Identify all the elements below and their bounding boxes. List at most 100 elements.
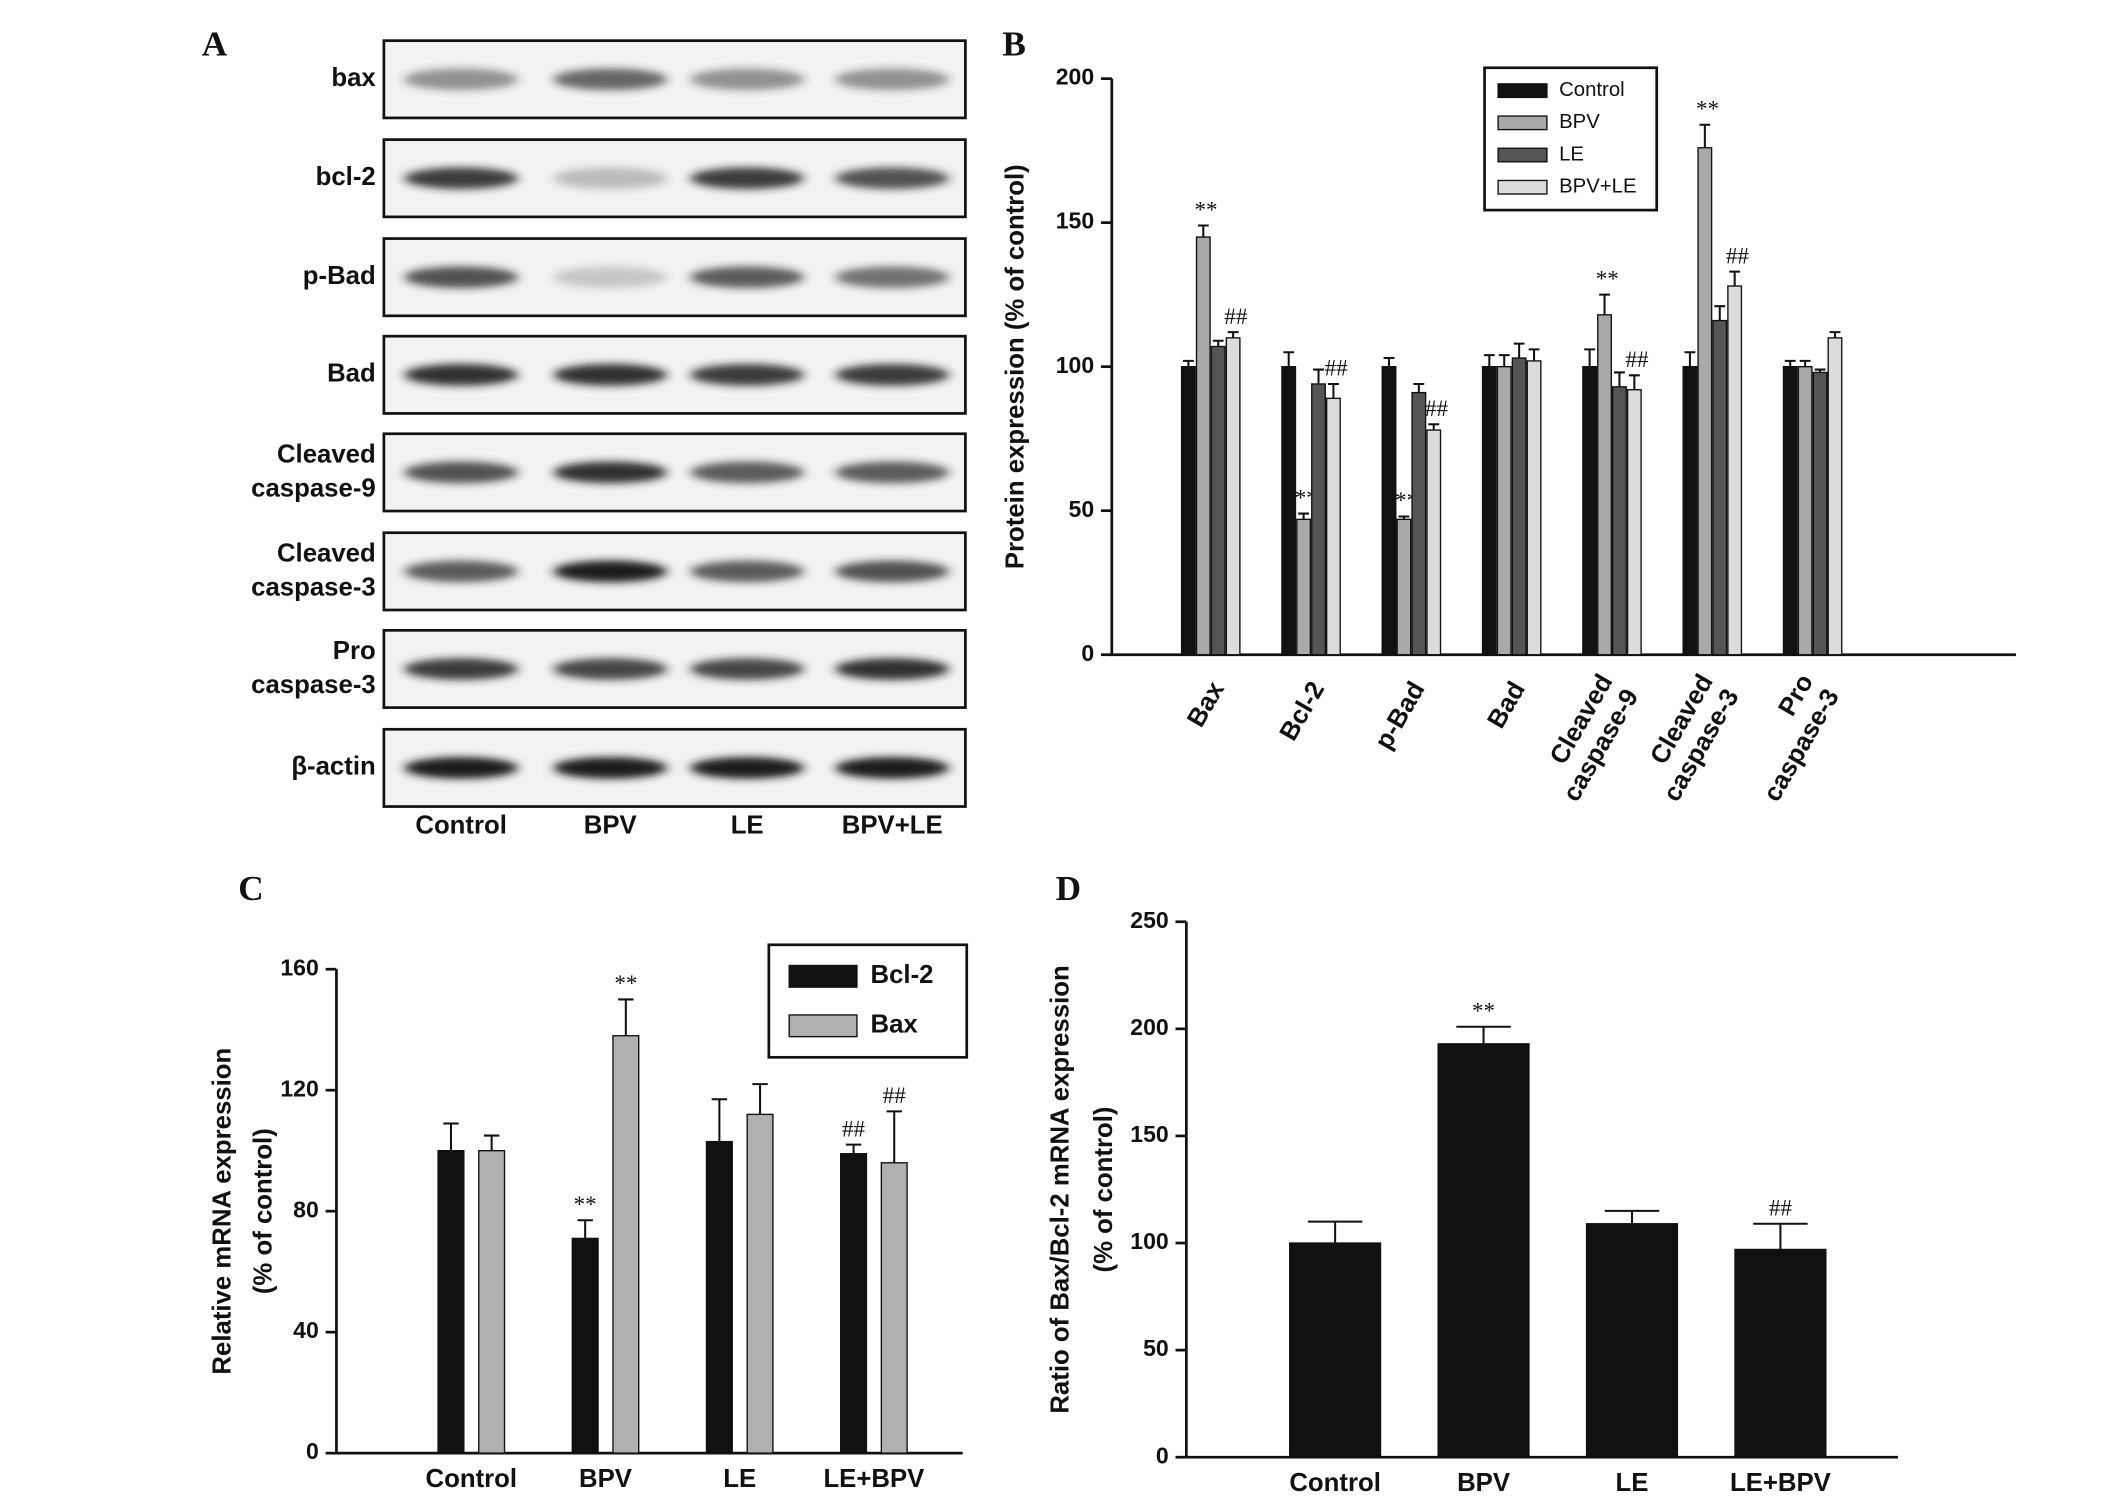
error-bar xyxy=(1307,1220,1363,1244)
error-bar xyxy=(1328,382,1339,399)
blot-band xyxy=(690,266,805,289)
bar xyxy=(1225,337,1241,656)
blot-band xyxy=(404,167,519,190)
error-bar xyxy=(1799,359,1811,367)
bar xyxy=(1289,1242,1382,1458)
blot-band xyxy=(404,757,519,779)
legend-swatch xyxy=(788,1014,858,1038)
x-tick-label: Cleavedcaspase-3 xyxy=(1632,669,1744,806)
y-tick-label: 0 xyxy=(1081,640,1094,666)
legend-label: LE xyxy=(1559,143,1584,165)
error-bar xyxy=(1413,382,1425,393)
y-tick-label: 0 xyxy=(1156,1442,1169,1468)
legend-box xyxy=(767,943,969,1059)
significance-mark: ** xyxy=(1194,196,1217,222)
blot-band xyxy=(553,757,668,779)
blot-band xyxy=(835,461,950,484)
legend-label: Bcl-2 xyxy=(871,961,934,989)
error-bar xyxy=(886,1110,902,1163)
error-bar xyxy=(1283,351,1295,367)
y-tick-label: 50 xyxy=(1143,1335,1169,1361)
y-axis-label: Protein expression (% of control) xyxy=(1002,164,1030,569)
error-bar xyxy=(443,1122,459,1151)
blot-band xyxy=(835,266,950,289)
blot-row-label: Bad xyxy=(327,360,376,388)
y-tick-label: 160 xyxy=(280,954,318,980)
bar xyxy=(1296,518,1312,656)
bar xyxy=(1311,383,1326,656)
error-bar xyxy=(1197,224,1209,238)
bar xyxy=(1180,365,1196,656)
significance-mark: ** xyxy=(1696,95,1719,121)
bar xyxy=(1712,319,1728,656)
error-bar xyxy=(618,998,634,1036)
y-axis-label: (% of control) xyxy=(249,1128,277,1294)
y-tick-label: 50 xyxy=(1069,496,1095,522)
y-tick-label: 150 xyxy=(1130,1121,1168,1147)
blot-band xyxy=(690,757,805,779)
x-tick-label: LE+BPV xyxy=(1730,1469,1831,1497)
error-bar xyxy=(1456,1025,1511,1044)
x-tick-label: LE xyxy=(723,1465,756,1493)
significance-mark: ** xyxy=(1596,265,1619,291)
blot-band xyxy=(553,266,668,289)
bar xyxy=(1727,285,1743,656)
blot-band xyxy=(690,560,805,583)
blot-band xyxy=(553,461,668,484)
blot-row-label: bcl-2 xyxy=(316,163,376,191)
y-tick-label: 100 xyxy=(1056,352,1094,378)
bar xyxy=(1611,386,1627,656)
error-bar xyxy=(845,1143,862,1154)
blot-band xyxy=(553,658,668,680)
bar xyxy=(1526,360,1542,656)
significance-mark: ## xyxy=(1626,346,1650,372)
y-tick-label: 0 xyxy=(306,1438,319,1464)
blot-lane-label: BPV xyxy=(584,812,637,840)
error-bar xyxy=(1599,293,1610,315)
bar xyxy=(1626,389,1642,656)
legend-swatch xyxy=(1497,179,1548,195)
bar xyxy=(880,1162,908,1454)
bar xyxy=(746,1113,774,1454)
blot-row-label: β-actin xyxy=(291,753,375,781)
bar xyxy=(1325,397,1341,656)
bar xyxy=(705,1140,733,1454)
bar xyxy=(1812,371,1828,656)
significance-mark: ## xyxy=(883,1082,907,1108)
x-tick-label: BPV xyxy=(579,1465,632,1493)
error-bar xyxy=(1753,1222,1808,1250)
error-bar xyxy=(1614,371,1625,387)
bar xyxy=(1511,357,1527,656)
bar xyxy=(1426,429,1442,656)
blot-band xyxy=(835,560,950,583)
legend-label: Bax xyxy=(871,1011,919,1039)
bar xyxy=(1481,365,1497,656)
error-bar xyxy=(1729,270,1741,287)
y-tick-label: 120 xyxy=(280,1075,318,1101)
x-tick-label: p-Bad xyxy=(1370,677,1431,754)
y-tick-label: 200 xyxy=(1056,64,1094,90)
error-bar xyxy=(577,1219,593,1239)
x-tick-label: Bax xyxy=(1182,676,1230,731)
x-tick-label: Procaspase-3 xyxy=(1732,669,1844,806)
blot-band xyxy=(690,68,805,91)
panel-label: B xyxy=(1002,25,1026,64)
error-bar xyxy=(483,1134,500,1151)
blot-band xyxy=(404,658,519,680)
blot-row-label: Cleaved caspase-3 xyxy=(251,539,376,601)
blot-band xyxy=(690,461,805,484)
bar xyxy=(1827,337,1843,656)
blot-row-label: Cleaved caspase-9 xyxy=(251,440,376,502)
bar xyxy=(1782,365,1798,656)
error-bar xyxy=(1684,351,1696,367)
panel-label: C xyxy=(238,869,263,908)
bar xyxy=(1496,365,1512,656)
blot-band xyxy=(404,560,519,583)
error-bar xyxy=(1628,374,1640,390)
blot-band xyxy=(404,68,519,91)
bar xyxy=(1697,147,1713,656)
error-bar xyxy=(752,1083,768,1115)
error-bar xyxy=(1699,123,1711,148)
significance-mark: ## xyxy=(1425,395,1449,421)
